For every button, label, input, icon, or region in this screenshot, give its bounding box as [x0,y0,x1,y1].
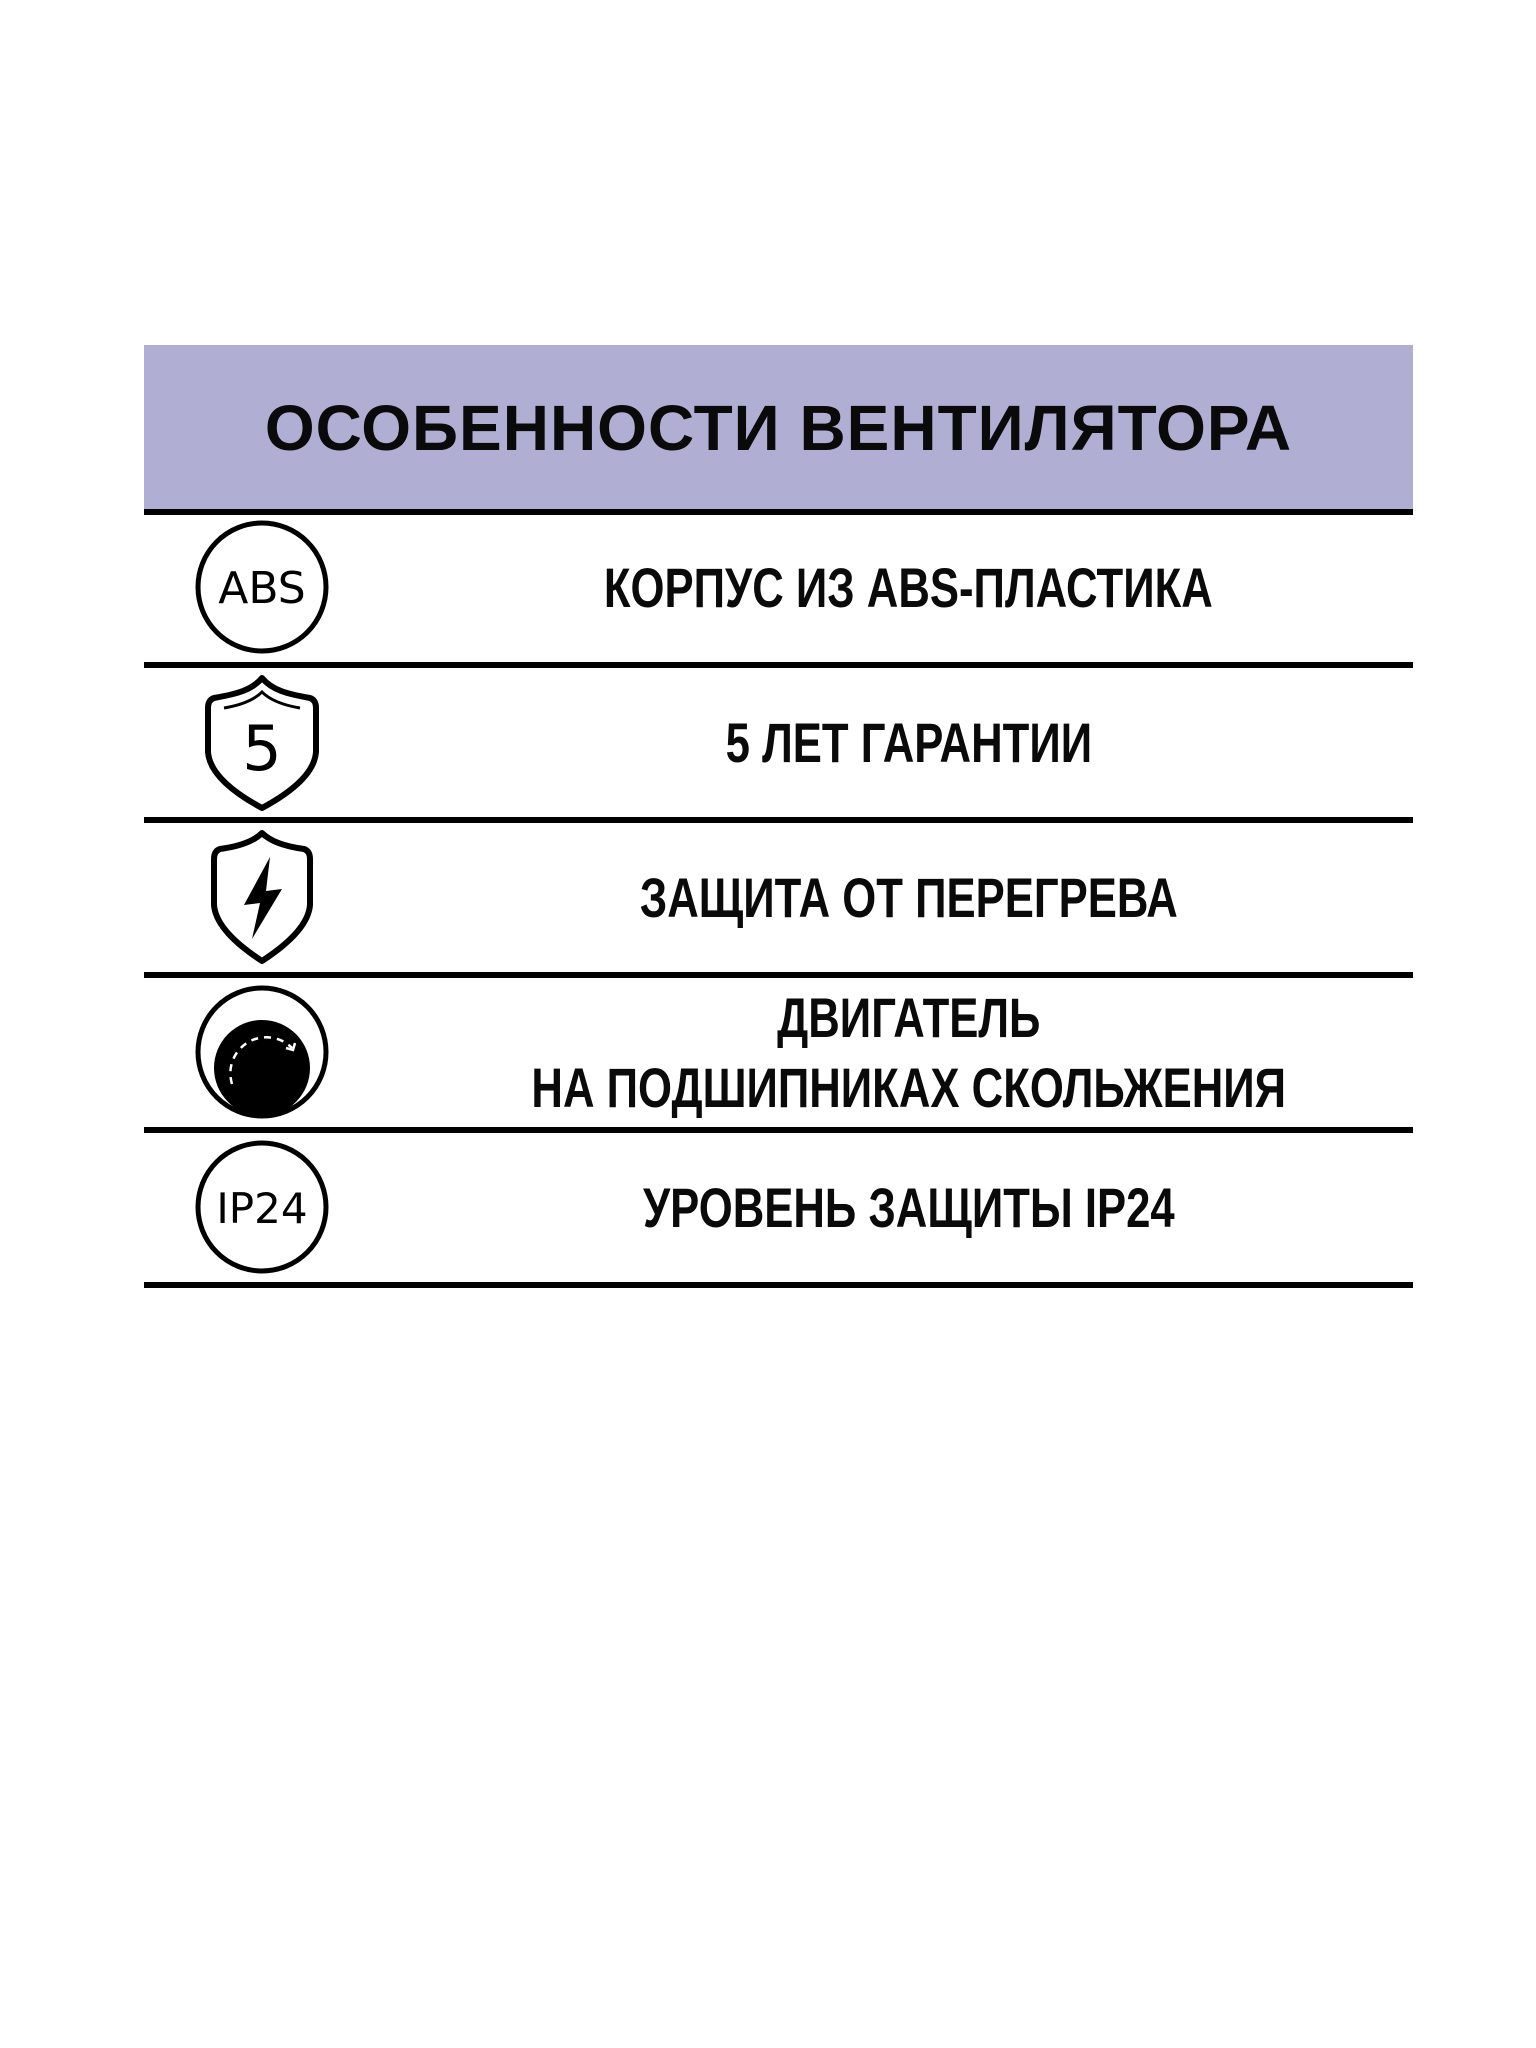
feature-label: УРОВЕНЬ ЗАЩИТЫ IP24 [642,1175,1175,1239]
warranty-icon-text: 5 [242,712,281,785]
ip24-circle-icon: IP24 [195,1140,329,1274]
feature-row-overheat: ЗАЩИТА ОТ ПЕРЕГРЕВА [144,823,1413,972]
divider [144,817,1413,823]
abs-icon-text: ABS [218,563,305,614]
divider [144,1282,1413,1288]
feature-label: 5 ЛЕТ ГАРАНТИИ [725,710,1092,774]
feature-row-ip24: IP24 УРОВЕНЬ ЗАЩИТЫ IP24 [144,1133,1413,1282]
shield-5-icon: 5 [205,675,319,811]
header-title: ОСОБЕННОСТИ ВЕНТИЛЯТОРА [264,391,1293,464]
feature-label: ЗАЩИТА ОТ ПЕРЕГРЕВА [639,865,1178,929]
features-header: ОСОБЕННОСТИ ВЕНТИЛЯТОРА [144,345,1413,510]
feature-label-line1: ДВИГАТЕЛЬ [776,985,1041,1049]
feature-label-line2: НА ПОДШИПНИКАХ СКОЛЬЖЕНИЯ [531,1055,1286,1119]
divider [144,1127,1413,1133]
ip24-icon-text: IP24 [216,1184,307,1233]
shield-lightning-icon [211,830,313,964]
divider [144,509,1413,515]
abs-circle-icon: ABS [195,520,329,654]
bearing-icon [195,985,329,1119]
divider [144,972,1413,978]
feature-row-warranty: 5 5 ЛЕТ ГАРАНТИИ [144,668,1413,817]
feature-label: КОРПУС ИЗ ABS-ПЛАСТИКА [604,555,1213,619]
feature-row-abs: ABS КОРПУС ИЗ ABS-ПЛАСТИКА [144,513,1413,662]
feature-row-motor: ДВИГАТЕЛЬ НА ПОДШИПНИКАХ СКОЛЬЖЕНИЯ [144,978,1413,1127]
divider [144,662,1413,668]
